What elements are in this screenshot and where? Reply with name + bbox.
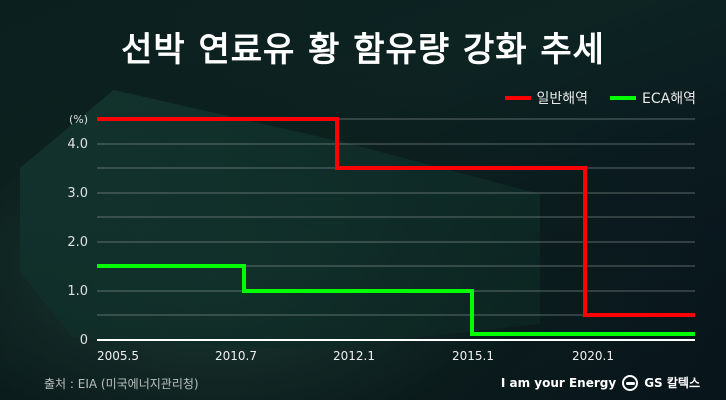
legend-label: 일반해역 [536,91,589,107]
x-tick: 2010.7 [215,349,257,363]
legend-label: ECA해역 [642,91,696,107]
slogan: I am your Energy [500,375,617,390]
gridlines [97,118,695,316]
series-general-waters [97,117,695,317]
y-tick: 0 [80,333,88,348]
x-axis-labels: 2005.5 2010.7 2012.1 2015.1 2020.1 [97,349,614,363]
series-eca-waters [97,264,695,336]
legend-swatch-red [504,96,531,100]
y-unit-label: (%) [69,113,88,126]
x-tick: 2015.1 [452,349,494,363]
source-note: 출처 : EIA (미국에너지관리청) [44,377,199,391]
legend-item-general: 일반해역 [504,88,589,108]
chart-title: 선박 연료유 황 함유량 강화 추세 [121,30,605,70]
y-tick: 1.0 [67,284,88,299]
brand-logo: I am your Energy GS 칼텍스 [501,374,700,391]
gs-logo-icon [622,374,639,391]
y-axis-labels: (%) 4.0 3.0 2.0 1.0 0 [67,113,88,348]
x-tick: 2020.1 [572,349,614,363]
legend-swatch-green [610,96,637,100]
legend-item-eca: ECA해역 [610,88,696,108]
y-tick: 3.0 [67,186,88,201]
x-tick: 2005.5 [97,349,139,363]
brand-name: GS 칼텍스 [644,376,700,390]
legend: 일반해역 ECA해역 [491,88,696,108]
x-tick: 2012.1 [333,349,375,363]
y-tick: 2.0 [67,235,88,250]
y-tick: 4.0 [67,137,88,152]
